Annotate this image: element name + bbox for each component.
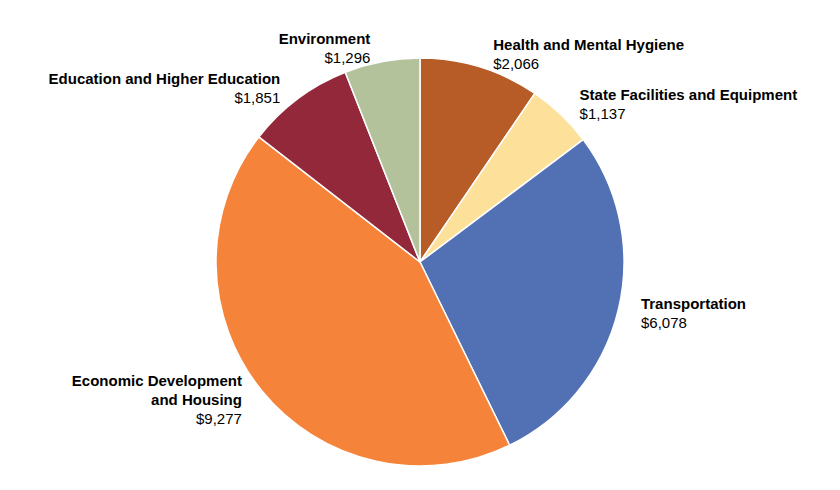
svg-text:Environment: Environment bbox=[279, 30, 371, 47]
svg-text:Transportation: Transportation bbox=[641, 295, 746, 312]
svg-text:Health and Mental Hygiene: Health and Mental Hygiene bbox=[493, 36, 684, 53]
svg-text:and Housing: and Housing bbox=[151, 391, 242, 408]
svg-text:$2,066: $2,066 bbox=[493, 55, 539, 72]
svg-text:$9,277: $9,277 bbox=[196, 410, 242, 427]
svg-text:$6,078: $6,078 bbox=[641, 314, 687, 331]
svg-text:$1,296: $1,296 bbox=[324, 49, 370, 66]
svg-text:State Facilities and Equipment: State Facilities and Equipment bbox=[580, 86, 798, 103]
svg-text:$1,851: $1,851 bbox=[234, 89, 280, 106]
svg-text:Economic Development: Economic Development bbox=[72, 372, 242, 389]
svg-text:$1,137: $1,137 bbox=[580, 105, 626, 122]
svg-text:Education and Higher Education: Education and Higher Education bbox=[49, 70, 281, 87]
